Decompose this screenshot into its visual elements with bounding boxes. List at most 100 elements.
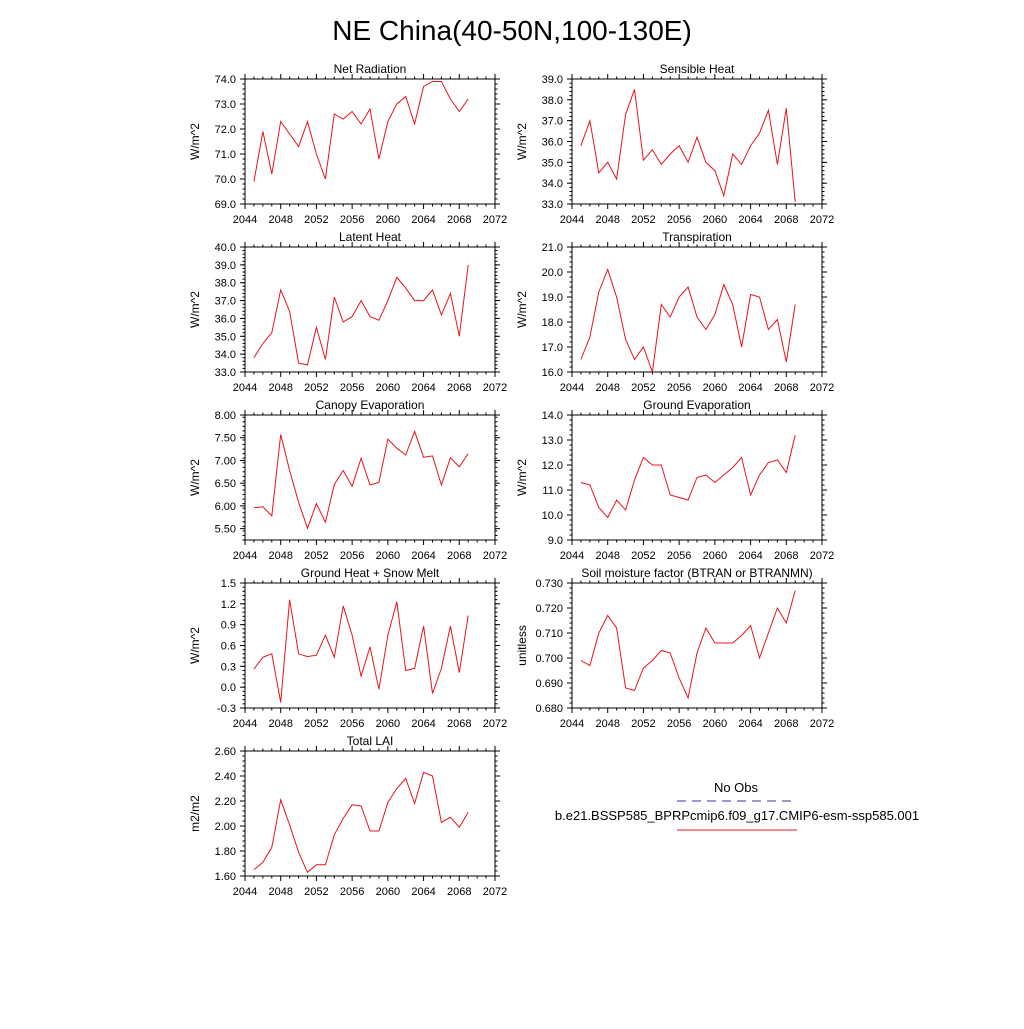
x-tick-label: 2060 (703, 718, 727, 730)
y-axis-label: m2/m2 (188, 795, 202, 832)
y-tick-label: 1.80 (215, 846, 236, 858)
x-tick-label: 2060 (703, 214, 727, 226)
x-tick-label: 2052 (631, 382, 655, 394)
y-tick-label: 0.710 (535, 628, 563, 640)
y-tick-label: 13.0 (542, 435, 563, 447)
panel-title: Canopy Evaporation (316, 398, 425, 412)
y-tick-label: 0.9 (221, 620, 236, 632)
x-tick-label: 2048 (595, 382, 619, 394)
x-tick-label: 2048 (268, 718, 292, 730)
series-line (580, 434, 796, 519)
x-tick-label: 2064 (738, 550, 762, 562)
x-tick-label: 2072 (483, 550, 507, 562)
x-tick-label: 2060 (376, 550, 400, 562)
y-axis-label: W/m^2 (515, 123, 529, 160)
plot-frame (571, 582, 823, 709)
y-tick-label: 74.0 (215, 74, 236, 86)
x-tick-label: 2044 (233, 214, 257, 226)
y-tick-label: 72.0 (215, 124, 236, 136)
y-axis-label: W/m^2 (188, 627, 202, 664)
y-tick-label: 0.720 (535, 603, 563, 615)
x-tick-label: 2052 (631, 718, 655, 730)
legend-model-label: b.e21.BSSP585_BPRPcmip6.f09_g17.CMIP6-es… (555, 808, 919, 823)
y-tick-label: 10.0 (542, 510, 563, 522)
series-line (580, 268, 796, 373)
y-tick-label: 21.0 (542, 242, 563, 254)
y-tick-label: 1.2 (221, 599, 236, 611)
x-tick-label: 2044 (560, 382, 584, 394)
series-line (253, 599, 469, 703)
y-tick-label: 39.0 (215, 260, 236, 272)
y-tick-label: 37.0 (542, 116, 563, 128)
x-tick-label: 2052 (631, 550, 655, 562)
y-tick-label: 0.730 (535, 578, 563, 590)
chart-panel: Ground Heat + Snow Melt W/m^2 2044 2048 2052… (188, 566, 507, 730)
x-tick-label: 2064 (738, 214, 762, 226)
x-tick-label: 2064 (411, 550, 435, 562)
y-tick-label: 2.20 (215, 796, 236, 808)
y-tick-label: 40.0 (215, 242, 236, 254)
x-tick-label: 2052 (304, 718, 328, 730)
x-tick-label: 2072 (810, 718, 834, 730)
y-tick-label: 5.50 (215, 524, 236, 536)
x-tick-label: 2048 (268, 382, 292, 394)
y-tick-label: 8.00 (215, 410, 236, 422)
series-line (253, 81, 469, 182)
x-tick-label: 2056 (340, 214, 364, 226)
x-tick-label: 2056 (667, 214, 691, 226)
x-tick-label: 2044 (560, 550, 584, 562)
series-line (580, 89, 796, 202)
chart-panel: Transpiration W/m^2 2044 2048 2052 2056 2060 20… (515, 230, 834, 394)
y-tick-label: 2.40 (215, 771, 236, 783)
x-tick-label: 2072 (810, 382, 834, 394)
y-tick-label: 6.00 (215, 501, 236, 513)
y-tick-label: 0.700 (535, 653, 563, 665)
x-tick-label: 2068 (774, 382, 798, 394)
y-tick-label: 7.50 (215, 433, 236, 445)
y-tick-label: 33.0 (215, 367, 236, 379)
x-tick-label: 2060 (703, 382, 727, 394)
y-tick-label: 0.0 (221, 682, 236, 694)
x-tick-label: 2064 (738, 718, 762, 730)
y-tick-label: 1.5 (221, 578, 236, 590)
x-tick-label: 2044 (233, 886, 257, 898)
x-tick-label: 2064 (738, 382, 762, 394)
x-tick-label: 2056 (667, 550, 691, 562)
x-tick-label: 2060 (376, 382, 400, 394)
panel-title: Ground Heat + Snow Melt (301, 566, 440, 580)
panel-title: Ground Evaporation (643, 398, 750, 412)
chart-panel: Canopy Evaporation W/m^2 2044 2048 2052 2056 2… (188, 398, 507, 562)
x-tick-label: 2064 (411, 886, 435, 898)
y-tick-label: 36.0 (542, 137, 563, 149)
x-tick-label: 2060 (376, 718, 400, 730)
x-tick-label: 2056 (340, 718, 364, 730)
chart-panel: Sensible Heat W/m^2 2044 2048 2052 2056 2060 20… (515, 62, 834, 226)
y-tick-label: 35.0 (215, 331, 236, 343)
chart-panel: Soil moisture factor (BTRAN or BTRANMN) u… (515, 566, 834, 730)
y-tick-label: 0.690 (535, 678, 563, 690)
y-tick-label: 7.00 (215, 455, 236, 467)
y-tick-label: 36.0 (215, 313, 236, 325)
x-tick-label: 2056 (667, 382, 691, 394)
series-line (253, 771, 469, 874)
y-tick-label: 0.6 (221, 641, 236, 653)
y-axis-label: W/m^2 (188, 291, 202, 328)
x-tick-label: 2064 (411, 718, 435, 730)
legend: No Obs b.e21.BSSP585_BPRPcmip6.f09_g17.C… (555, 780, 919, 831)
x-tick-label: 2048 (268, 214, 292, 226)
x-tick-label: 2048 (268, 886, 292, 898)
x-tick-label: 2064 (411, 214, 435, 226)
x-tick-label: 2056 (340, 550, 364, 562)
y-tick-label: 6.50 (215, 478, 236, 490)
x-tick-label: 2072 (483, 718, 507, 730)
x-tick-label: 2048 (595, 214, 619, 226)
x-tick-label: 2048 (595, 550, 619, 562)
x-tick-label: 2072 (810, 214, 834, 226)
panel-title: Soil moisture factor (BTRAN or BTRANMN) (581, 566, 812, 580)
plot-frame (244, 246, 496, 373)
y-tick-label: 34.0 (215, 349, 236, 361)
x-tick-label: 2060 (376, 886, 400, 898)
y-tick-label: 14.0 (542, 410, 563, 422)
